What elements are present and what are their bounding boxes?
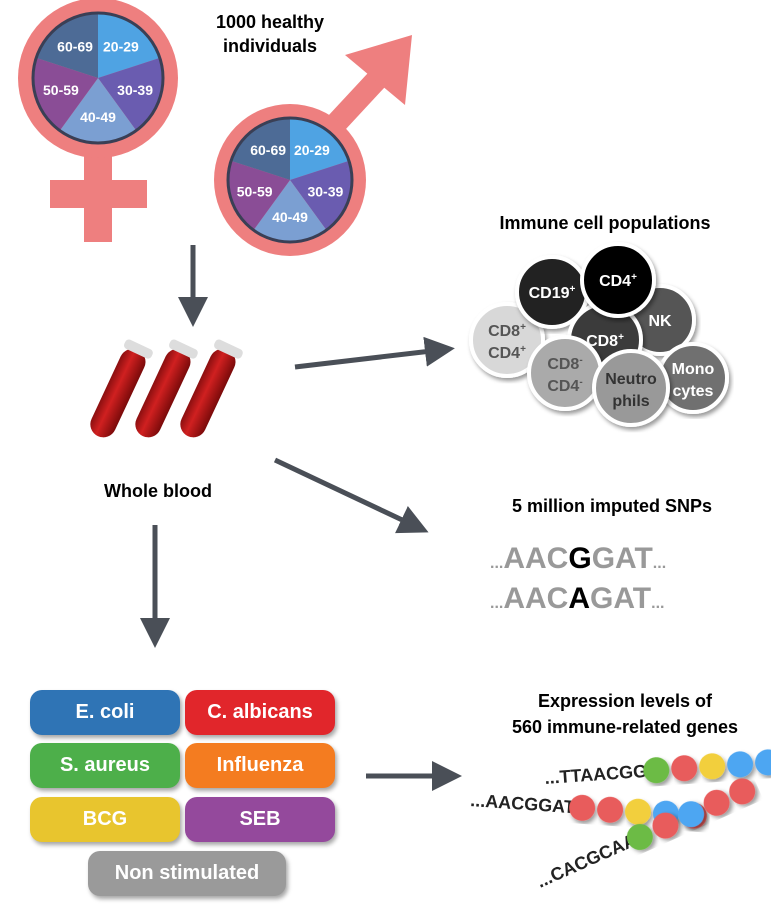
age-label: 50-59	[237, 183, 273, 199]
expression-dot	[729, 778, 756, 805]
gene-sequence: ...TTAACGG	[544, 761, 648, 788]
blood-tubes-icon	[90, 339, 243, 438]
age-label: 30-39	[117, 82, 153, 98]
cell-neutrophils: Neutro phils	[592, 349, 670, 427]
immune-title: Immune cell populations	[499, 213, 710, 233]
age-label: 60-69	[57, 38, 93, 54]
cell-label: CD4+	[488, 344, 526, 362]
expression-dot	[626, 823, 653, 850]
stimulus-c-albicans: C. albicans	[185, 690, 335, 735]
expression-dot	[597, 796, 624, 823]
flow-arrows	[140, 245, 462, 791]
stimulus-seb: SEB	[185, 797, 335, 842]
cell-label: CD8+	[488, 322, 526, 340]
cell-circle	[592, 349, 670, 427]
male-symbol: 20-29 30-39 40-49 50-59 60-69	[214, 35, 412, 256]
cell-label: Neutro	[605, 371, 657, 388]
cell-label: CD8-	[547, 355, 582, 373]
cell-label: NK	[648, 313, 672, 330]
expression-title-1: Expression levels of	[538, 691, 713, 711]
snp-seq-2: ...AACAGAT...	[490, 582, 664, 615]
expression-dot	[652, 812, 679, 839]
title-line-1: 1000 healthy	[216, 12, 324, 32]
gene-sequence: ...AACGGAT	[470, 790, 576, 817]
cell-cd19: CD19+	[515, 255, 589, 329]
stimulus-non-stimulated: Non stimulated	[88, 851, 286, 896]
cell-label: CD4-	[547, 377, 582, 395]
expression-dot	[727, 751, 754, 778]
expression-dot	[699, 753, 726, 780]
cell-circle	[469, 302, 545, 378]
male-slice-20-29	[290, 118, 349, 180]
female-slice-40-49	[59, 78, 137, 144]
male-age-pie: 20-29 30-39 40-49 50-59 60-69	[226, 116, 354, 244]
arrow-to-cells	[294, 336, 455, 370]
age-label: 40-49	[272, 209, 308, 225]
cell-monocytes: Mono cytes	[657, 342, 729, 414]
snp-seq-1: ...AACGGAT...	[490, 542, 666, 575]
cell-label: phils	[612, 393, 649, 410]
pie-border	[31, 11, 165, 145]
arrow-to-snps	[273, 457, 429, 534]
age-label: 20-29	[103, 38, 139, 54]
stimulus-s-aureus: S. aureus	[30, 743, 180, 788]
pie-border	[226, 116, 354, 244]
expression-strand: ...CACGCAA	[533, 778, 756, 892]
age-label: 30-39	[307, 183, 343, 199]
gene-sequence: ...CACGCAA	[533, 830, 639, 892]
male-slice-60-69	[231, 118, 290, 180]
expression-strands: ...TTAACGG...AACGGAT ...CACGCAA	[470, 749, 771, 892]
female-slice-30-39	[98, 57, 163, 131]
cell-circle	[657, 342, 729, 414]
age-label: 60-69	[250, 142, 286, 158]
expression-title-2: 560 immune-related genes	[512, 717, 738, 737]
cell-label: CD8+	[586, 332, 624, 350]
expression-dot	[671, 755, 698, 782]
expression-dot	[755, 749, 771, 776]
cell-label: CD19+	[529, 284, 576, 302]
expression-dot	[569, 794, 596, 821]
age-label: 40-49	[80, 109, 116, 125]
cell-circle	[580, 242, 656, 318]
age-label: 50-59	[43, 82, 79, 98]
title-line-2: individuals	[223, 36, 317, 56]
snp-title: 5 million imputed SNPs	[512, 496, 712, 516]
cell-cd8cd4: CD8- CD4-	[527, 335, 603, 411]
cell-cd8cd4: CD8+ CD4+	[469, 302, 545, 378]
expression-dot	[625, 798, 652, 825]
stimulus-influenza: Influenza	[185, 743, 335, 788]
cell-circle	[527, 335, 603, 411]
expression-dot	[703, 789, 730, 816]
stimulus-bcg: BCG	[30, 797, 180, 842]
expression-dot	[678, 801, 705, 828]
female-slice-60-69	[36, 13, 98, 78]
cell-label: cytes	[673, 383, 714, 400]
male-slice-40-49	[253, 180, 327, 242]
expression-dot	[643, 757, 670, 784]
age-label: 20-29	[294, 142, 330, 158]
immune-cells: CD8+ CD4+ CD19+ NK CD8+ CD4+ CD8- CD4- Mono cytes…	[469, 242, 729, 427]
male-slice-50-59	[227, 160, 290, 231]
stimulus-e-coli: E. coli	[30, 690, 180, 735]
cell-cd4: CD4+	[580, 242, 656, 318]
snp-sequences: ...AACGGAT... ...AACAGAT...	[490, 542, 666, 615]
female-slice-20-29	[98, 13, 160, 78]
female-slice-50-59	[33, 57, 98, 131]
cell-label: CD4+	[599, 272, 637, 290]
whole-blood-label: Whole blood	[104, 481, 212, 501]
male-slice-30-39	[290, 160, 352, 231]
cell-label: Mono	[672, 361, 715, 378]
